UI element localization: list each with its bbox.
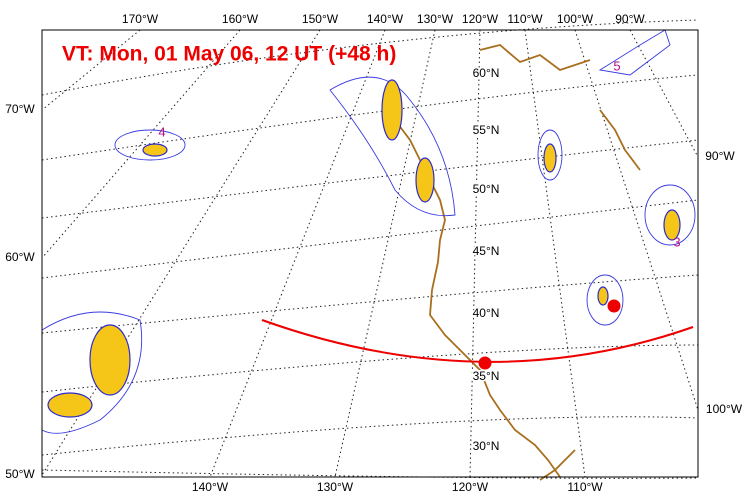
lon-label: 130°W [417,12,454,26]
map-title: VT: Mon, 01 May 06, 12 UT (+48 h) [62,43,396,66]
lon-label: 110°W [567,480,603,494]
lon-line [41,29,241,259]
lon-label: 140°W [192,480,229,494]
contour-fill [663,209,681,241]
lon-label: 120°W [452,480,489,494]
contour [644,184,696,246]
contour-fill [142,143,168,157]
coast-path [599,109,641,171]
lat-label: 60°N [473,66,500,80]
lon-label: 170°W [122,12,159,26]
contour-fill [89,324,131,396]
contour-fill [47,392,93,418]
coast-path [479,44,591,72]
contour [114,129,186,161]
lat-label: 35°N [473,369,500,383]
lon-label: 140°W [367,12,404,26]
contour [537,129,563,181]
point-marker [607,299,621,313]
lon-label: 130°W [317,480,354,494]
lat-line [41,139,699,219]
contour-fill [543,143,557,173]
contour-fill [597,286,609,306]
lon-line [41,29,141,111]
lat-label: 40°N [473,306,500,320]
lon-label: 90°W [615,12,645,26]
contours [41,29,696,434]
lon-label: 120°W [462,12,499,26]
lat-label: 45°N [473,244,500,258]
lon-label: 100°W [557,12,594,26]
storm-marker: 3 [673,234,680,249]
contour-fill [381,79,403,141]
lat-line [41,74,699,161]
lon-label: 150°W [302,12,339,26]
lon-label: 60°W [5,250,35,264]
lat-line [41,199,699,279]
lat-label: 50°N [473,182,500,196]
lat-label: 30°N [473,439,500,453]
map-frame [41,29,699,478]
contour [586,274,624,326]
storm-marker: 5 [613,58,620,73]
lon-line [524,29,586,478]
lon-label: 50°W [5,467,35,481]
contour-fill [415,157,435,203]
lon-label: 110°W [507,12,543,26]
point-marker [478,356,492,370]
lat-label: 55°N [473,123,500,137]
contour [598,29,671,76]
lon-label: 160°W [222,12,259,26]
contour [41,311,143,434]
lon-label: 70°W [5,102,35,116]
lon-label: 90°W [705,149,735,163]
lon-label: 100°W [706,402,743,416]
storm-marker: 4 [158,124,165,139]
lon-line [629,29,699,158]
